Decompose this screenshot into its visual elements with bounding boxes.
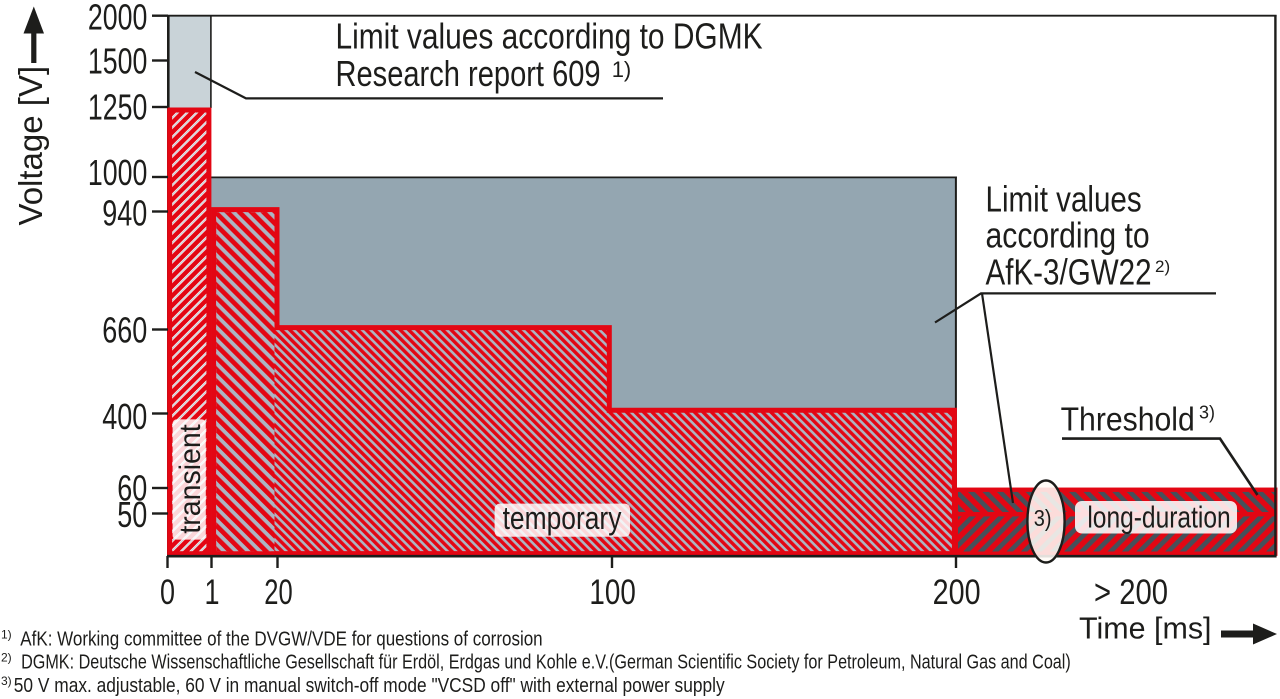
svg-text:3): 3) bbox=[1034, 505, 1052, 532]
svg-text:100: 100 bbox=[589, 572, 635, 612]
svg-text:50: 50 bbox=[117, 494, 147, 535]
svg-text:> 200: > 200 bbox=[1094, 572, 1168, 611]
svg-text:AfK: Working committee of the: AfK: Working committee of the DVGW/VDE f… bbox=[20, 627, 542, 650]
svg-text:DGMK: Deutsche Wissenschaftlic: DGMK: Deutsche Wissenschaftliche Gesells… bbox=[21, 650, 1071, 673]
svg-text:60: 60 bbox=[117, 468, 147, 509]
svg-text:long-duration: long-duration bbox=[1087, 500, 1230, 534]
svg-text:Limit values: Limit values bbox=[986, 179, 1142, 219]
svg-text:1500: 1500 bbox=[88, 40, 147, 81]
svg-text:200: 200 bbox=[933, 572, 981, 612]
svg-text:Threshold: Threshold bbox=[1061, 400, 1195, 438]
svg-text:940: 940 bbox=[102, 193, 147, 234]
svg-text:Limit values according to DGMK: Limit values according to DGMK bbox=[336, 17, 763, 57]
svg-text:50 V max. adjustable, 60 V in: 50 V max. adjustable, 60 V in manual swi… bbox=[14, 675, 725, 698]
svg-text:Research report 609: Research report 609 bbox=[336, 53, 601, 94]
svg-text:1250: 1250 bbox=[88, 87, 147, 128]
svg-text:20: 20 bbox=[264, 572, 292, 612]
svg-text:2): 2) bbox=[1, 650, 12, 664]
svg-text:3): 3) bbox=[1, 674, 12, 688]
svg-text:660: 660 bbox=[102, 310, 147, 351]
svg-text:0: 0 bbox=[160, 571, 175, 612]
svg-text:Time [ms]: Time [ms] bbox=[1079, 610, 1212, 645]
svg-text:400: 400 bbox=[102, 396, 147, 437]
svg-text:2000: 2000 bbox=[88, 0, 147, 37]
svg-text:2): 2) bbox=[1155, 257, 1170, 276]
svg-text:1): 1) bbox=[612, 57, 632, 82]
svg-text:according to: according to bbox=[986, 216, 1150, 256]
svg-text:3): 3) bbox=[1199, 403, 1215, 423]
svg-text:AfK-3/GW22: AfK-3/GW22 bbox=[986, 252, 1152, 292]
svg-text:temporary: temporary bbox=[503, 501, 622, 537]
svg-text:transient: transient bbox=[174, 424, 207, 533]
svg-text:1: 1 bbox=[204, 571, 219, 612]
svg-text:1): 1) bbox=[1, 628, 12, 642]
svg-text:Voltage [V]: Voltage [V] bbox=[12, 66, 49, 226]
svg-text:1000: 1000 bbox=[88, 152, 147, 193]
